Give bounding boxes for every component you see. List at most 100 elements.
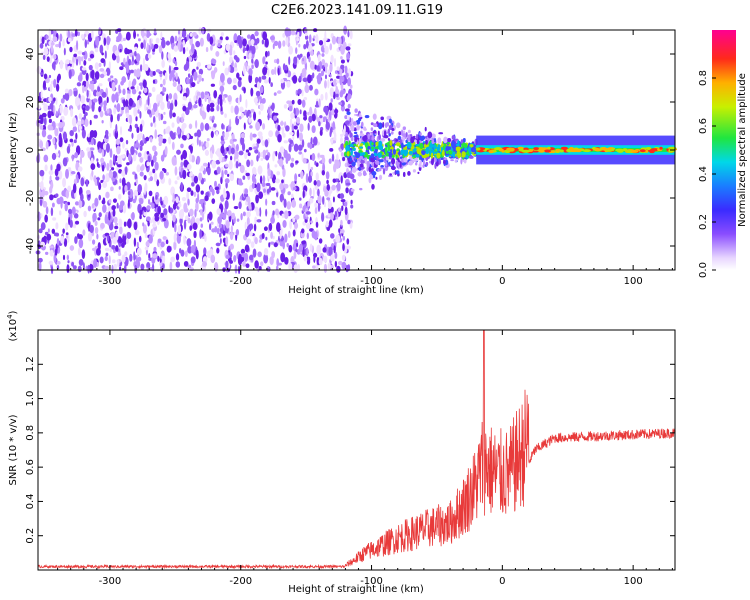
spectrogram-cell bbox=[350, 204, 354, 209]
spectrogram-cell bbox=[251, 45, 256, 55]
spectrogram-cell bbox=[216, 208, 222, 216]
spectrogram-cell bbox=[62, 94, 66, 100]
spectrogram-cell bbox=[119, 178, 122, 184]
spectrogram-cell bbox=[258, 239, 262, 243]
spectrogram-cell bbox=[99, 73, 105, 79]
spectrogram-cell bbox=[314, 64, 317, 70]
spectrogram-peak-cell bbox=[645, 146, 652, 150]
spectrogram-cell bbox=[263, 79, 269, 84]
spectrogram-cell bbox=[324, 91, 328, 101]
spectrogram-cell bbox=[98, 194, 102, 201]
spectrogram-cell bbox=[194, 208, 197, 218]
spectrogram-cell bbox=[168, 205, 171, 213]
spectrogram-cell bbox=[196, 91, 201, 96]
spectrogram-cell bbox=[291, 99, 295, 105]
spectrogram-cell bbox=[130, 86, 135, 90]
spectrogram-cell bbox=[276, 258, 280, 267]
spectrogram-cell bbox=[136, 139, 139, 148]
spectrogram-cell bbox=[216, 149, 219, 156]
spectrogram-cell bbox=[254, 148, 259, 154]
spectrogram-cell bbox=[229, 155, 233, 161]
spectrogram-cell bbox=[136, 68, 141, 78]
spectrogram-cell bbox=[286, 100, 291, 105]
spectrogram-cell bbox=[56, 237, 60, 246]
spectrogram-cell bbox=[118, 84, 121, 93]
spectrogram-cell bbox=[329, 63, 333, 73]
spectrogram-cell bbox=[330, 233, 335, 239]
spectrogram-cell bbox=[318, 238, 323, 244]
spectrogram-cell bbox=[272, 210, 275, 216]
spectrogram-cell bbox=[90, 69, 95, 80]
spectrogram-cell bbox=[216, 166, 221, 175]
spectrogram-cell bbox=[366, 165, 369, 172]
spectrogram-cell bbox=[266, 188, 270, 194]
spectrogram-cell bbox=[221, 81, 225, 86]
spectrogram-cell bbox=[116, 102, 121, 113]
spectrogram-peak-cell bbox=[659, 146, 663, 150]
spectrogram-cell bbox=[199, 168, 202, 172]
spectrogram-cell bbox=[64, 91, 70, 102]
spectrogram-cell bbox=[258, 110, 261, 115]
spectrogram-cell bbox=[144, 64, 149, 71]
spectrogram-cell bbox=[267, 113, 270, 121]
spectrogram-cell bbox=[288, 244, 293, 253]
spectrogram-cell bbox=[117, 32, 122, 42]
spectrogram-cell bbox=[351, 161, 356, 167]
spectrogram-cell bbox=[251, 166, 257, 176]
spectrogram-cell bbox=[109, 148, 113, 159]
spectrogram-cell bbox=[315, 100, 319, 108]
spectrogram-cell bbox=[370, 127, 374, 131]
spectrogram-cell bbox=[71, 62, 75, 69]
spectrogram-cell bbox=[88, 99, 92, 109]
spectrogram-cell bbox=[45, 35, 49, 39]
spectrogram-cell bbox=[336, 153, 339, 162]
spectrogram-cell bbox=[43, 116, 47, 126]
spectrogram-cell bbox=[224, 178, 230, 184]
spectrogram-cell bbox=[119, 137, 124, 143]
spectrogram-cell bbox=[289, 132, 294, 136]
spectrogram-cell bbox=[467, 146, 472, 153]
spectrogram-cell bbox=[243, 122, 246, 130]
spectrogram-cell bbox=[152, 102, 158, 112]
spectrogram-cell bbox=[349, 221, 353, 229]
spectrogram-cell bbox=[299, 123, 304, 133]
spectrogram-cell bbox=[309, 187, 312, 197]
spectrogram-cell bbox=[145, 136, 150, 142]
spectrogram-cell bbox=[55, 44, 60, 48]
spectrogram-cell bbox=[341, 261, 347, 270]
spectrogram-cell bbox=[357, 171, 363, 177]
spectrogram-cell bbox=[55, 193, 59, 198]
spectrogram-cell bbox=[143, 212, 147, 217]
spectrogram-cell bbox=[315, 172, 319, 182]
spectrogram-cell bbox=[174, 99, 178, 107]
spectrogram-cell bbox=[239, 164, 245, 174]
spectrogram-cell bbox=[96, 161, 99, 168]
spectrogram-cell bbox=[138, 197, 144, 205]
spectrogram-cell bbox=[382, 168, 386, 175]
spectrogram-cell bbox=[231, 212, 236, 220]
spectrogram-cell bbox=[229, 243, 235, 250]
spectrogram-cell bbox=[298, 43, 301, 48]
spectrogram-cell bbox=[172, 73, 175, 82]
spectrogram-cell bbox=[303, 110, 307, 117]
colorbar-tick-label: 0.4 bbox=[698, 166, 709, 182]
spectrogram-cell bbox=[280, 78, 285, 84]
spectrogram-cell bbox=[219, 97, 223, 108]
spectrogram-cell bbox=[81, 119, 85, 125]
spectrogram-cell bbox=[124, 251, 128, 257]
spectrogram-cell bbox=[42, 54, 46, 60]
spectrogram-cell bbox=[391, 127, 395, 131]
spectrogram-cell bbox=[275, 188, 278, 193]
spectrogram-cell bbox=[58, 41, 61, 49]
spectrogram-cell bbox=[205, 46, 209, 53]
spectrogram-cell bbox=[189, 171, 193, 177]
spectrogram-cell bbox=[329, 130, 332, 138]
spectrogram-cell bbox=[146, 108, 152, 115]
spectrogram-cell bbox=[347, 103, 351, 109]
spectrogram-cell bbox=[134, 195, 137, 201]
spectrogram-cell bbox=[346, 245, 351, 250]
spectrogram-cell bbox=[97, 217, 101, 221]
spectrogram-cell bbox=[139, 64, 143, 72]
spectrogram-cell bbox=[107, 205, 112, 214]
spectrogram-cell bbox=[315, 33, 319, 44]
